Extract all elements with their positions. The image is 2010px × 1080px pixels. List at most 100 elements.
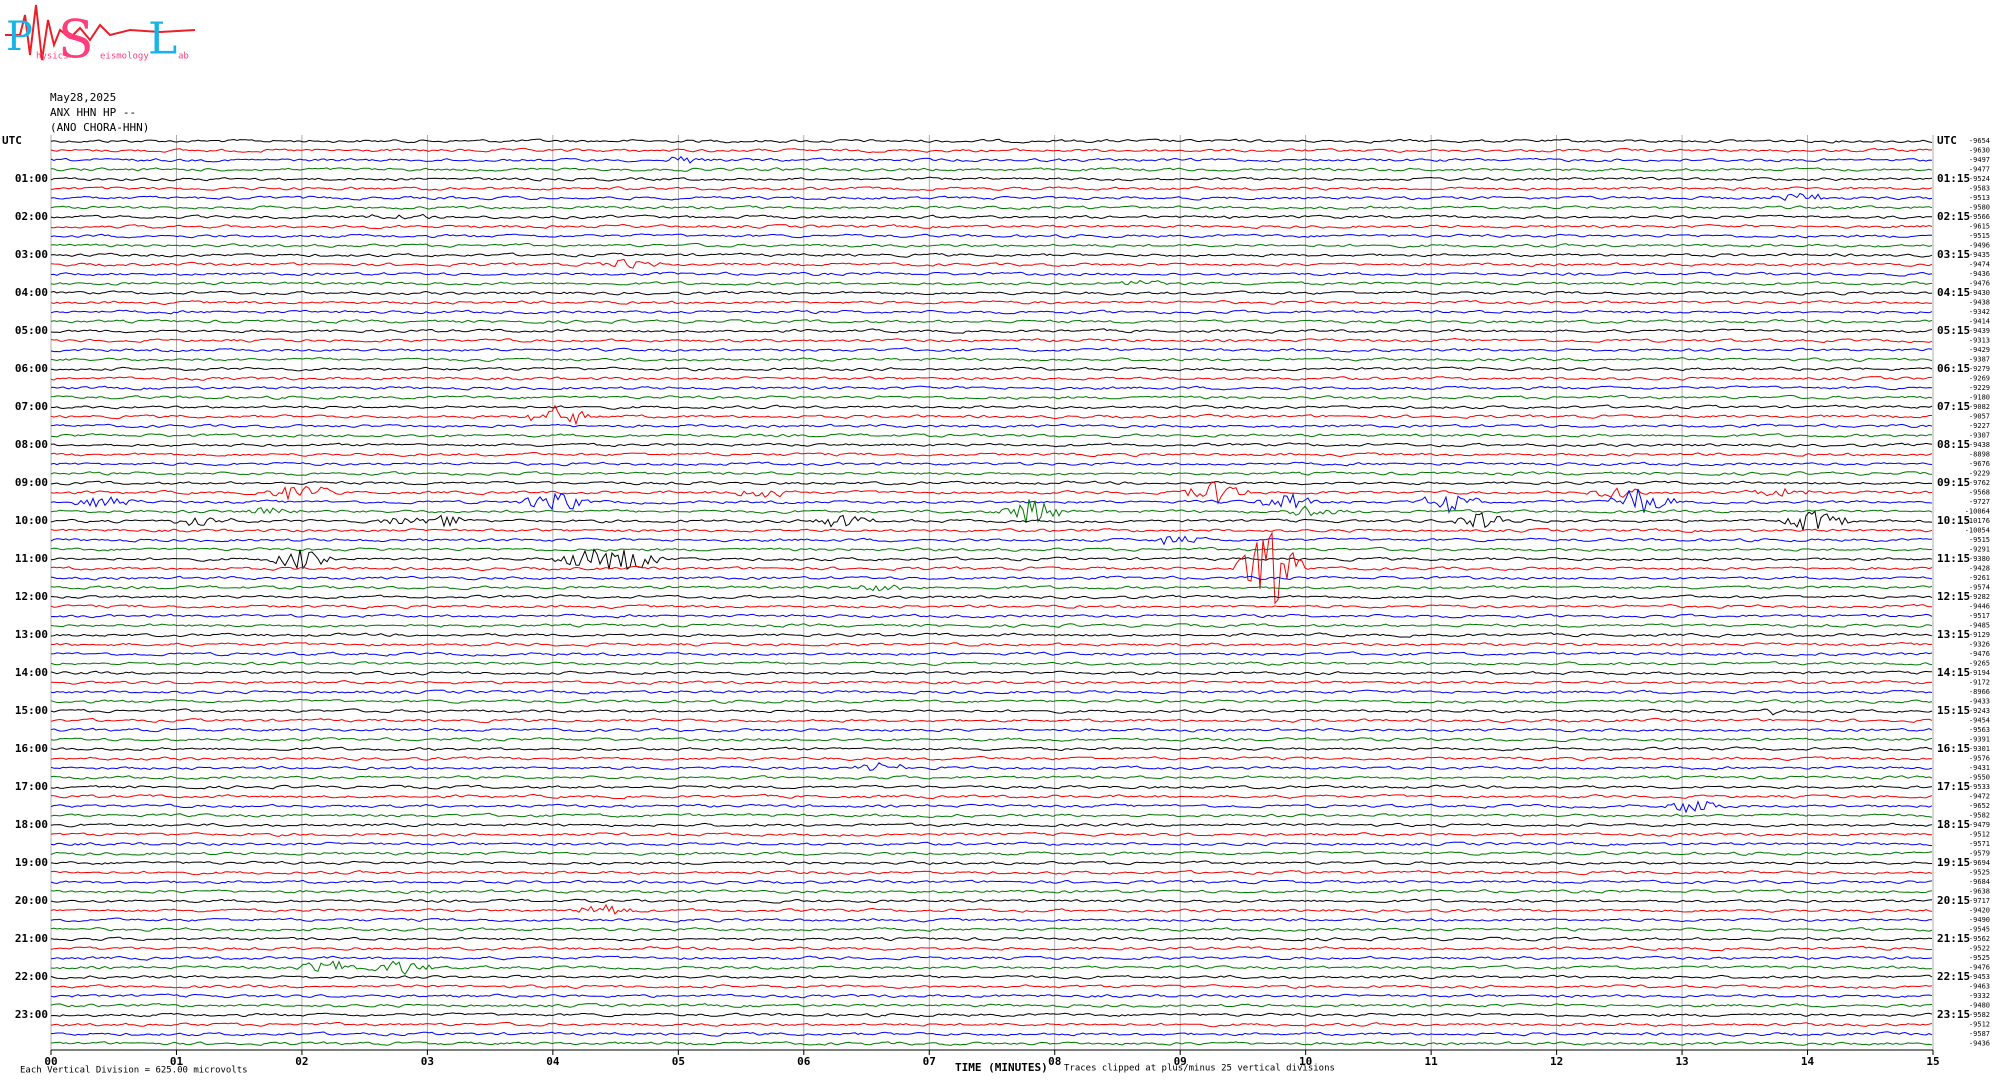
trace <box>50 926 1933 932</box>
hour-label: 06:00 <box>15 362 48 375</box>
trace <box>50 442 1933 448</box>
trace <box>50 376 1932 381</box>
row-value: -9435 <box>1969 251 1990 259</box>
row-value: -9279 <box>1969 365 1990 373</box>
row-value: -9301 <box>1969 745 1990 753</box>
row-value: -9436 <box>1969 1040 1990 1048</box>
logo-word: hysics <box>36 52 69 62</box>
row-value: -9512 <box>1969 1021 1990 1029</box>
trace <box>50 488 1933 514</box>
logo-letter: S <box>58 11 94 71</box>
hour-label-right: 01:15 <box>1937 172 1970 185</box>
trace <box>50 223 1933 230</box>
x-tick-label: 13 <box>1675 1055 1688 1068</box>
trace <box>50 993 1933 999</box>
trace <box>50 717 1933 724</box>
row-value: -9694 <box>1969 859 1990 867</box>
trace <box>50 775 1933 780</box>
trace <box>50 309 1933 315</box>
trace <box>50 800 1933 814</box>
x-tick-label: 04 <box>546 1055 560 1068</box>
hour-label-right: 02:15 <box>1937 210 1970 223</box>
trace <box>50 271 1933 277</box>
hour-label: 08:00 <box>15 438 48 451</box>
hour-label-right: 10:15 <box>1937 514 1970 527</box>
row-value: -9472 <box>1969 793 1990 801</box>
logo-letter: P <box>6 14 33 60</box>
trace <box>50 423 1933 429</box>
trace <box>50 531 1933 605</box>
row-value: -9227 <box>1969 422 1990 430</box>
trace <box>50 917 1933 923</box>
row-value: -9326 <box>1969 641 1990 649</box>
trace <box>50 680 1933 685</box>
row-value: -9476 <box>1969 650 1990 658</box>
hour-label: 17:00 <box>15 780 48 793</box>
row-value: -9587 <box>1969 1030 1990 1038</box>
row-value: -9545 <box>1969 926 1990 934</box>
trace <box>50 299 1932 306</box>
row-value: -9463 <box>1969 983 1990 991</box>
trace <box>50 584 1933 592</box>
trace <box>50 623 1933 628</box>
row-value: -9638 <box>1969 888 1990 896</box>
hour-label: 12:00 <box>15 590 48 603</box>
hour-label: 05:00 <box>15 324 48 337</box>
trace <box>50 708 1933 716</box>
row-value: -9332 <box>1969 992 1990 1000</box>
hour-label-right: 19:15 <box>1937 856 1970 869</box>
row-value: -9485 <box>1969 622 1990 630</box>
x-tick-label: 14 <box>1801 1055 1815 1068</box>
row-value: -9414 <box>1969 318 1990 326</box>
trace <box>50 433 1933 438</box>
row-value: -9429 <box>1969 346 1990 354</box>
trace <box>50 176 1933 182</box>
x-tick-label: 15 <box>1926 1055 1939 1068</box>
trace <box>50 984 1933 990</box>
trace <box>50 651 1933 657</box>
row-value: -10064 <box>1965 508 1990 516</box>
row-value: -9269 <box>1969 375 1990 383</box>
row-value: -9512 <box>1969 831 1990 839</box>
hour-label-right: 15:15 <box>1937 704 1970 717</box>
row-value: -9439 <box>1969 327 1990 335</box>
trace <box>50 510 1933 531</box>
hour-label: UTC <box>2 134 22 147</box>
row-value: -9515 <box>1969 232 1990 240</box>
hour-label-right: 14:15 <box>1937 666 1970 679</box>
row-value: -8966 <box>1969 688 1990 696</box>
row-value: -9579 <box>1969 850 1990 858</box>
row-value: -9180 <box>1969 394 1990 402</box>
row-value: -9387 <box>1969 356 1990 364</box>
row-value: -9342 <box>1969 308 1990 316</box>
trace <box>50 461 1933 467</box>
hour-label-right: 17:15 <box>1937 780 1970 793</box>
hour-label-right: 04:15 <box>1937 286 1970 299</box>
trace <box>50 869 1933 876</box>
trace <box>50 974 1933 980</box>
row-value: -9762 <box>1969 479 1990 487</box>
row-value: -9229 <box>1969 384 1990 392</box>
logo-letter: L <box>148 14 177 65</box>
hour-label-right: 23:15 <box>1937 1008 1970 1021</box>
hour-label-right: 13:15 <box>1937 628 1970 641</box>
row-value: -9583 <box>1969 185 1990 193</box>
trace <box>50 548 1933 570</box>
trace <box>50 1012 1933 1018</box>
hour-label: 09:00 <box>15 476 48 489</box>
row-value: -9490 <box>1969 916 1990 924</box>
hour-label: 22:00 <box>15 970 48 983</box>
trace <box>50 898 1933 904</box>
row-value: -9479 <box>1969 821 1990 829</box>
row-value: -9474 <box>1969 261 1990 269</box>
row-value: -9568 <box>1969 489 1990 497</box>
hour-label: 01:00 <box>15 172 48 185</box>
trace <box>50 936 1933 942</box>
row-value: -9446 <box>1969 603 1990 611</box>
trace <box>50 879 1933 885</box>
x-tick-label: 06 <box>797 1055 811 1068</box>
hour-label-right: 06:15 <box>1937 362 1970 375</box>
hour-label-right: 09:15 <box>1937 476 1970 489</box>
row-value: -9582 <box>1969 812 1990 820</box>
station-name: (ANO CHORA-HHN) <box>50 121 149 134</box>
